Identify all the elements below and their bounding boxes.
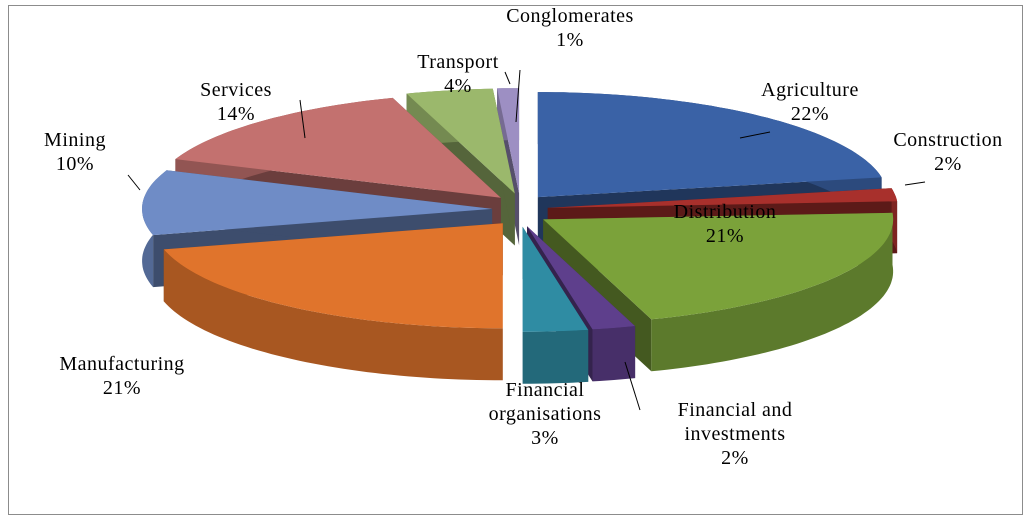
value-label: 1% [556, 29, 584, 51]
slice [163, 223, 503, 381]
category-name: Financial and investments [677, 399, 793, 445]
category-name: Financial organisations [488, 379, 602, 425]
value-label: 2% [934, 153, 962, 175]
value-label: 22% [790, 103, 830, 125]
value-label: 14% [216, 103, 256, 125]
slice-label: Financial and investments 2% [645, 398, 825, 470]
slice-label: Services 14% [176, 78, 296, 126]
slice-wall [522, 329, 589, 384]
slice [497, 88, 520, 194]
category-name: Construction [893, 129, 1003, 151]
leader-line [504, 71, 511, 85]
slice [543, 212, 894, 320]
leader-line [624, 361, 641, 411]
leader-line [739, 131, 771, 139]
slice [522, 226, 589, 384]
slice-label: Transport 4% [398, 50, 518, 98]
category-name: Services [200, 79, 272, 101]
slice [537, 92, 882, 198]
slice [175, 97, 501, 198]
slice-label: Construction 2% [868, 128, 1028, 176]
value-label: 2% [721, 447, 749, 469]
slice-label: Manufacturing 21% [27, 352, 217, 400]
slice [527, 226, 636, 330]
slice-wall [891, 188, 898, 254]
category-name: Manufacturing [59, 353, 185, 375]
slice-wall [651, 212, 894, 372]
slice [547, 188, 898, 208]
slice-label: Mining 10% [15, 128, 135, 176]
category-name: Transport [417, 51, 499, 73]
value-label: 21% [705, 225, 745, 247]
leader-line [904, 181, 926, 186]
slice-label: Distribution 21% [645, 200, 805, 248]
slice [406, 88, 515, 194]
value-label: 3% [531, 427, 559, 449]
category-name: Distribution [673, 201, 777, 223]
slice [522, 226, 589, 332]
slice-label: Financial organisations 3% [465, 378, 625, 450]
slice-label: Conglomerates 1% [485, 4, 655, 52]
slice-wall [163, 249, 503, 381]
slice-label: Agriculture 22% [730, 78, 890, 126]
category-name: Agriculture [761, 79, 859, 101]
leader-line [515, 69, 521, 123]
leader-line [299, 99, 306, 139]
slice [142, 170, 493, 236]
leader-line [127, 174, 141, 191]
category-name: Conglomerates [506, 5, 634, 27]
value-label: 4% [444, 75, 472, 97]
slice [163, 223, 503, 329]
value-label: 21% [102, 377, 142, 399]
slice-wall [592, 326, 636, 382]
value-label: 10% [55, 153, 95, 175]
category-name: Mining [44, 129, 106, 151]
